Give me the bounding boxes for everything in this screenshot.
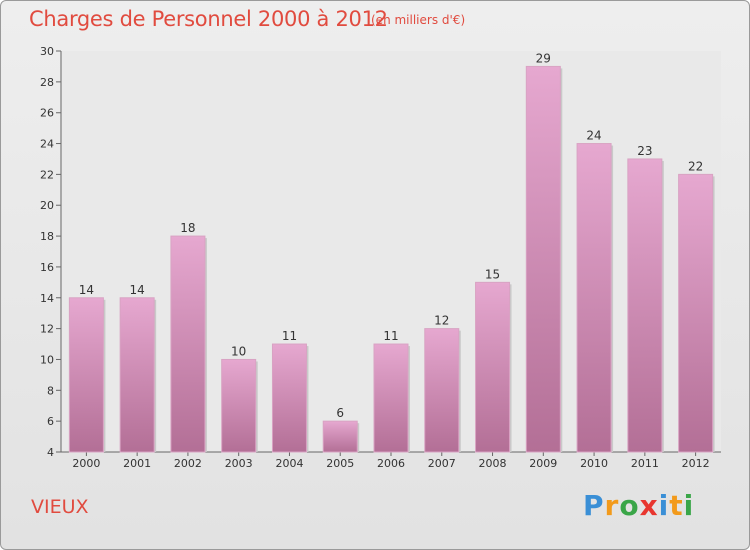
logo-letter: t	[669, 489, 684, 522]
bar	[322, 420, 358, 453]
proxiti-logo[interactable]: Proxiti	[583, 489, 694, 522]
logo-letter: i	[683, 489, 695, 522]
bar	[576, 143, 612, 453]
data-label: 12	[434, 314, 449, 328]
y-tick-label: 20	[40, 199, 54, 212]
data-label: 22	[688, 159, 703, 173]
bar	[221, 358, 257, 453]
logo-letter: i	[658, 489, 670, 522]
bar	[475, 281, 511, 453]
data-label: 29	[536, 51, 551, 65]
data-label: 11	[282, 329, 297, 343]
x-tick-label: 2005	[326, 457, 354, 470]
bar	[170, 235, 206, 453]
data-label: 23	[637, 144, 652, 158]
x-tick-label: 2003	[225, 457, 253, 470]
x-tick-label: 2007	[428, 457, 456, 470]
x-tick-label: 2000	[72, 457, 100, 470]
data-label: 18	[180, 221, 195, 235]
chart-subtitle: (en milliers d'€)	[371, 13, 466, 27]
bar	[627, 158, 663, 453]
y-tick-label: 26	[40, 107, 54, 120]
x-tick-label: 2001	[123, 457, 151, 470]
x-tick-label: 2002	[174, 457, 202, 470]
data-label: 6	[336, 406, 344, 420]
data-label: 10	[231, 344, 246, 358]
y-tick-label: 14	[40, 292, 54, 305]
y-tick-label: 6	[47, 415, 54, 428]
bar	[68, 297, 104, 453]
y-tick-label: 28	[40, 76, 54, 89]
data-label: 14	[79, 283, 94, 297]
data-label: 15	[485, 267, 500, 281]
x-tick-label: 2011	[631, 457, 659, 470]
commune-name: VIEUX	[31, 496, 89, 518]
y-tick-label: 10	[40, 353, 54, 366]
data-label: 24	[586, 129, 601, 143]
bar	[424, 328, 460, 453]
y-tick-label: 22	[40, 168, 54, 181]
data-label: 11	[383, 329, 398, 343]
x-tick-label: 2009	[529, 457, 557, 470]
y-tick-label: 30	[40, 45, 54, 58]
logo-letter: r	[604, 489, 620, 522]
y-tick-label: 18	[40, 230, 54, 243]
bar	[271, 343, 307, 453]
logo-letter: x	[639, 489, 659, 522]
logo-letter: P	[583, 489, 605, 522]
y-tick-label: 12	[40, 323, 54, 336]
x-tick-label: 2012	[682, 457, 710, 470]
bar	[525, 65, 561, 453]
x-tick-label: 2010	[580, 457, 608, 470]
x-tick-label: 2004	[275, 457, 303, 470]
y-tick-label: 24	[40, 138, 54, 151]
bar	[373, 343, 409, 453]
bar	[119, 297, 155, 453]
y-tick-label: 4	[47, 446, 54, 459]
x-tick-label: 2006	[377, 457, 405, 470]
data-label: 14	[130, 283, 145, 297]
bar	[678, 173, 714, 453]
y-tick-label: 16	[40, 261, 54, 274]
x-tick-label: 2008	[479, 457, 507, 470]
chart-title: Charges de Personnel 2000 à 2012	[29, 7, 388, 31]
y-tick-label: 8	[47, 384, 54, 397]
logo-letter: o	[619, 489, 640, 522]
